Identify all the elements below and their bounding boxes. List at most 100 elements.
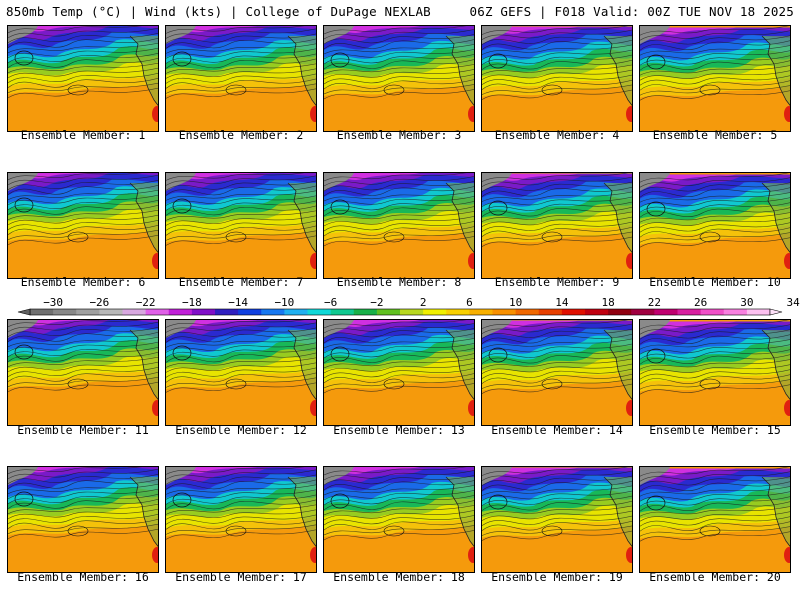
height-contour [482,338,632,349]
coastline [445,35,474,106]
coastline [603,182,632,253]
ensemble-member-panel[interactable] [323,172,475,279]
height-contour [8,468,158,480]
cold-region [640,26,670,44]
height-contour [482,74,632,85]
height-contour [482,231,632,242]
colorbar-swatch [515,309,540,315]
colorbar-tick-label: 6 [466,296,473,309]
height-contour [640,320,790,330]
landmass [446,36,474,106]
warm-spot [310,106,316,122]
ensemble-member-panel[interactable] [165,25,317,132]
ensemble-member-panel[interactable] [7,466,159,573]
ridge-contour [383,84,405,96]
height-contour [482,196,632,207]
warm-spot [152,106,158,122]
ensemble-member-panel[interactable] [639,319,791,426]
height-contour [324,515,474,526]
ridge-contour [541,231,563,243]
height-contour [640,501,790,512]
landmass [288,183,316,253]
height-contour [8,498,158,510]
height-contour [8,57,158,69]
height-contour [324,520,474,531]
height-contour [8,381,158,393]
height-contour [166,347,316,358]
ensemble-member-panel[interactable] [481,319,633,426]
low-pressure-contour [646,495,666,511]
height-contour [166,58,316,69]
height-contour [482,368,632,379]
ensemble-member-panel[interactable] [165,466,317,573]
height-contour [324,236,474,247]
height-contour [8,62,158,74]
height-contour [324,338,474,349]
low-pressure-contour [488,200,508,216]
ensemble-member-panel[interactable] [165,172,317,279]
height-contour [640,232,790,243]
height-contour [324,49,474,60]
ridge-contour [383,378,405,390]
ensemble-member-panel[interactable] [7,172,159,279]
temperature-map [640,173,790,278]
low-pressure-contour [330,199,350,215]
colorbar-swatch [215,309,239,315]
colorbar-tick-label: 34 [787,296,800,309]
height-contour [324,475,474,486]
height-contour [324,320,467,329]
ensemble-member-panel[interactable] [481,172,633,279]
landmass [446,330,474,400]
run-valid-time: 06Z GEFS | F018 Valid: 00Z TUE NOV 18 20… [469,4,794,19]
temperature-map [324,173,474,278]
height-contour [482,470,632,481]
height-contour [324,373,474,384]
ensemble-member-panel[interactable] [323,25,475,132]
height-contour [8,336,158,348]
height-contour [482,186,632,197]
warm-spot [468,253,474,269]
ensemble-member-panel[interactable] [7,25,159,132]
height-contour [8,37,158,49]
height-contour [166,322,316,333]
height-contour [166,484,316,495]
ensemble-member-panel[interactable] [639,466,791,573]
colorbar-tick-label: 26 [694,296,707,309]
colorbar-swatch [538,309,563,315]
landmass [762,183,790,253]
ridge-contour [699,231,721,243]
height-contour [482,34,632,45]
warm-spot [626,106,632,122]
height-contour [324,226,474,237]
member-label: Ensemble Member: 15 [649,423,781,437]
member-label: Ensemble Member: 10 [649,275,781,289]
landmass [762,36,790,106]
ensemble-member-panel[interactable] [639,25,791,132]
height-contour [482,79,632,90]
height-contour [482,495,632,506]
height-contour [324,54,474,65]
height-contour [640,531,790,542]
ensemble-member-panel[interactable] [323,319,475,426]
colorbar-swatch [191,309,216,315]
height-contour [482,64,632,75]
coastline [761,476,790,547]
height-contour [166,499,316,510]
ensemble-member-panel[interactable] [481,25,633,132]
ensemble-member-panel[interactable] [639,172,791,279]
warm-spot [152,253,158,269]
height-contour [8,346,158,358]
height-contour [482,510,632,521]
height-contour [8,77,158,89]
ensemble-member-panel[interactable] [165,319,317,426]
height-contour [324,69,474,80]
height-contour [324,348,474,359]
warm-spot [310,253,316,269]
colorbar-swatch [76,309,100,315]
coastline [287,182,316,253]
height-contour [324,176,474,187]
height-contour [166,73,316,84]
ensemble-member-panel[interactable] [323,466,475,573]
ensemble-member-panel[interactable] [481,466,633,573]
ensemble-member-panel[interactable] [7,319,159,426]
